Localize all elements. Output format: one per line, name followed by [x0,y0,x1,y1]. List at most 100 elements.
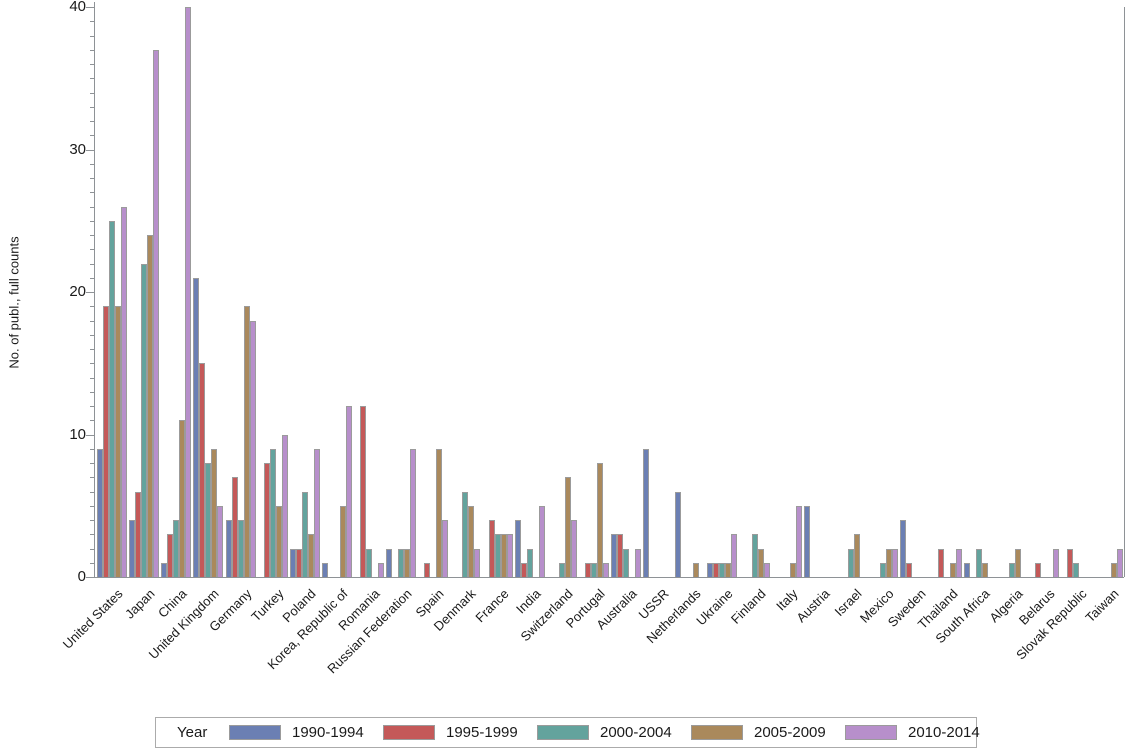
bar-2000-2004-Ukraine [719,562,726,577]
bar-2010-2014-Turkey [281,434,288,577]
y-axis-tick [90,64,94,65]
bar-2010-2014-China [185,7,192,577]
y-axis-tick [90,121,94,122]
bar-1990-1994-United States [97,448,104,577]
bar-2010-2014-Belarus [1052,548,1059,577]
bar-1995-1999-Turkey [263,463,270,577]
bar-2005-2009-Ukraine [725,562,732,577]
y-axis-tick [90,320,94,322]
legend-label: 2010-2014 [908,724,980,741]
y-axis-tick-label: 20 [69,283,86,300]
y-axis-tick [90,78,94,80]
bar-1995-1999-Belarus [1034,562,1041,577]
bar-2000-2004-United Kingdom [205,463,212,577]
bar-2010-2014-Australia [635,548,642,577]
bar-2000-2004-China [173,520,180,577]
legend-title: Year [177,724,208,741]
y-axis-tick [86,434,94,436]
legend-label: 1995-1999 [446,724,518,741]
y-axis-tick-label: 40 [69,0,86,15]
bar-2010-2014-Korea, Republic of [345,406,352,577]
legend-label: 1990-1994 [292,724,364,741]
plot-right-border [1124,7,1125,577]
bar-1995-1999-Poland [295,548,302,577]
bar-2005-2009-Finland [757,548,764,577]
y-axis-tick [90,178,94,179]
y-axis-tick [90,220,94,222]
bar-2010-2014-Taiwan [1116,548,1123,577]
bar-2005-2009-United States [115,306,122,577]
y-axis-tick [90,534,94,536]
y-axis-tick [90,106,94,108]
bar-2010-2014-Mexico [892,548,899,577]
bar-2005-2009-Algeria [1014,548,1021,577]
legend-item-2010-2014: 2010-2014 [845,724,999,741]
bar-1990-1994-South Africa [964,562,971,577]
bar-2010-2014-Ukraine [731,534,738,577]
bar-2005-2009-Switzerland [564,477,571,577]
bar-1995-1999-Ukraine [713,562,720,577]
bar-2010-2014-Japan [153,49,160,577]
legend-swatch-1990-1994 [229,725,281,740]
y-axis-tick [86,7,94,8]
bar-1990-1994-China [161,562,168,577]
y-axis-tick [90,92,94,94]
y-axis-tick [90,391,94,393]
y-axis-tick [90,377,94,379]
bar-2005-2009-Spain [436,448,443,577]
bar-2005-2009-Germany [243,306,250,577]
y-axis-tick [90,263,94,265]
bar-2010-2014-Italy [795,505,802,577]
bar-2005-2009-Mexico [886,548,893,577]
x-axis-line [94,577,1124,578]
bar-1995-1999-Slovak Republic [1066,548,1073,577]
y-axis-tick [90,349,94,350]
bar-2010-2014-Romania [378,562,385,577]
bar-1995-1999-United States [103,306,110,577]
y-axis-tick-label: 30 [69,140,86,158]
bar-1990-1994-Germany [225,520,232,577]
bar-2005-2009-Portugal [596,463,603,577]
y-axis-tick [90,135,94,137]
bar-2005-2009-Taiwan [1110,562,1117,577]
y-axis-tick [90,505,94,507]
legend-label: 2005-2009 [754,724,826,741]
legend-item-1990-1994: 1990-1994 [229,724,383,741]
legend-swatch-2000-2004 [537,725,589,740]
bar-2010-2014-Germany [249,320,256,577]
bar-1990-1994-India [514,520,521,577]
y-axis-tick [90,562,94,564]
bar-1995-1999-Australia [617,534,624,577]
bar-2005-2009-Israel [853,534,860,577]
bar-2005-2009-China [179,420,186,577]
bar-2010-2014-France [506,534,513,577]
legend-label: 2000-2004 [600,724,672,741]
bar-1990-1994-Netherlands [675,491,682,577]
bar-2005-2009-Italy [789,562,796,577]
bar-1990-1994-Russian Federation [386,548,393,577]
bar-2010-2014-Denmark [474,548,481,577]
y-axis-tick [90,306,94,308]
bar-2000-2004-United States [109,220,116,577]
bar-2000-2004-Australia [623,548,630,577]
y-axis-tick [90,520,94,521]
bar-2000-2004-Romania [366,548,373,577]
y-axis-title: No. of publ., full counts [6,236,22,369]
bar-2000-2004-Turkey [269,448,276,577]
y-axis-tick [90,334,94,336]
y-axis-tick [90,192,94,194]
bar-2005-2009-United Kingdom [211,448,218,577]
bar-2005-2009-Korea, Republic of [339,505,346,577]
y-axis-tick [90,477,94,479]
y-axis-tick [90,277,94,279]
bar-2000-2004-Slovak Republic [1072,562,1079,577]
y-axis-tick [90,363,94,365]
legend: Year 1990-1994 1995-1999 2000-2004 2005-200… [155,717,980,748]
bar-2000-2004-Russian Federation [398,548,405,577]
bar-1990-1994-Korea, Republic of [321,562,328,577]
bar-2010-2014-Spain [442,520,449,577]
legend-item-2005-2009: 2005-2009 [691,724,845,741]
bar-1990-1994-Ukraine [707,562,714,577]
y-axis-tick [90,406,94,407]
